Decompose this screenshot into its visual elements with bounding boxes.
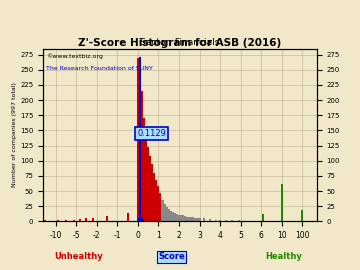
Bar: [176, 214, 178, 221]
Bar: [163, 204, 166, 221]
Bar: [166, 207, 168, 221]
Bar: [174, 213, 176, 221]
Bar: [262, 214, 264, 221]
Y-axis label: Number of companies (997 total): Number of companies (997 total): [12, 83, 17, 187]
Bar: [231, 220, 234, 221]
Bar: [219, 220, 221, 221]
Bar: [180, 215, 182, 221]
Bar: [137, 58, 139, 221]
Bar: [172, 212, 174, 221]
Bar: [44, 220, 46, 221]
Bar: [155, 180, 157, 221]
Text: ©www.textbiz.org: ©www.textbiz.org: [46, 54, 103, 59]
Bar: [203, 218, 205, 221]
Bar: [194, 218, 197, 221]
Bar: [209, 219, 211, 221]
Text: The Research Foundation of SUNY: The Research Foundation of SUNY: [46, 66, 153, 71]
Bar: [225, 220, 227, 221]
Bar: [184, 216, 186, 221]
Title: Z'-Score Histogram for ASB (2016): Z'-Score Histogram for ASB (2016): [78, 38, 282, 48]
Bar: [281, 184, 283, 221]
Bar: [92, 218, 94, 221]
Bar: [73, 220, 75, 221]
Bar: [215, 220, 217, 221]
Text: Healthy: Healthy: [266, 252, 302, 261]
Bar: [162, 200, 163, 221]
Bar: [192, 217, 194, 221]
Text: Score: Score: [158, 252, 185, 261]
Bar: [159, 193, 162, 221]
Bar: [149, 156, 151, 221]
Bar: [301, 211, 303, 221]
Bar: [170, 211, 172, 221]
Bar: [65, 220, 67, 221]
Bar: [186, 217, 188, 221]
Bar: [157, 186, 159, 221]
Bar: [143, 118, 145, 221]
Bar: [153, 173, 155, 221]
Bar: [168, 209, 170, 221]
Bar: [145, 137, 147, 221]
Bar: [126, 213, 129, 221]
Bar: [151, 164, 153, 221]
Bar: [141, 91, 143, 221]
Bar: [147, 147, 149, 221]
Bar: [198, 218, 201, 221]
Bar: [78, 219, 81, 221]
Bar: [188, 217, 190, 221]
Text: Sector: Financials: Sector: Financials: [140, 38, 220, 47]
Bar: [190, 217, 192, 221]
Bar: [197, 218, 198, 221]
Bar: [85, 218, 87, 221]
Bar: [139, 58, 141, 221]
Text: 0.1129: 0.1129: [137, 129, 166, 138]
Bar: [182, 215, 184, 221]
Bar: [106, 216, 108, 221]
Text: Unhealthy: Unhealthy: [54, 252, 103, 261]
Bar: [238, 220, 240, 221]
Bar: [57, 220, 59, 221]
Bar: [178, 215, 180, 221]
